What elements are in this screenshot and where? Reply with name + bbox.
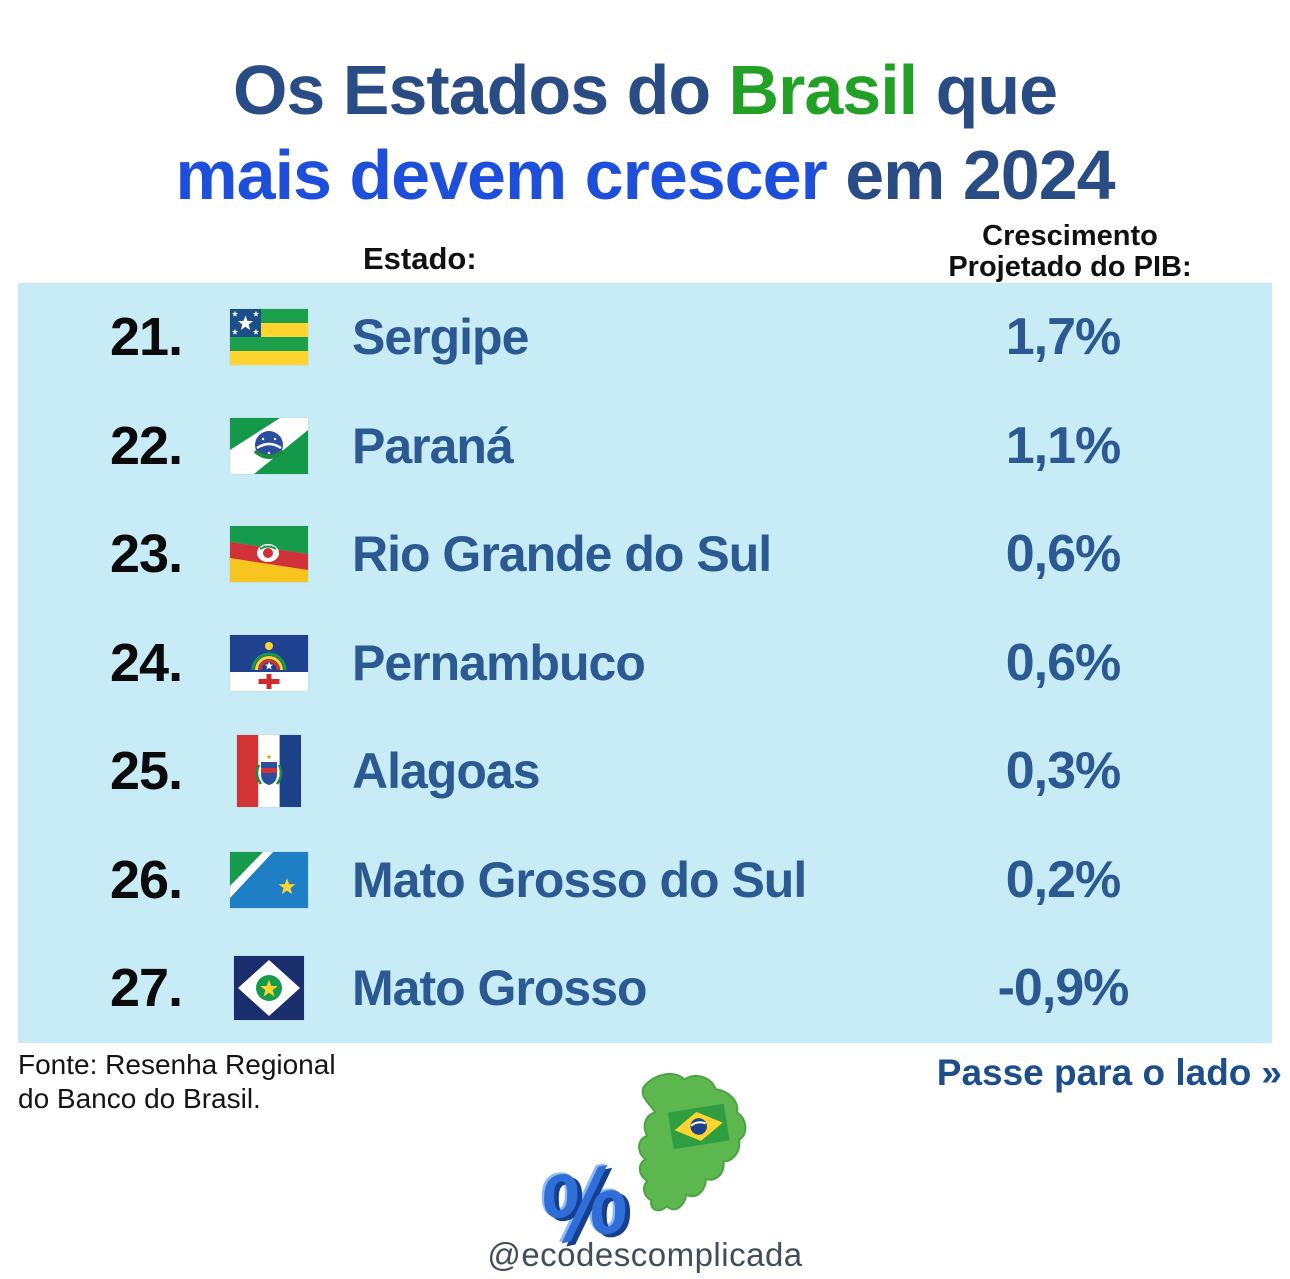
- title-part-que: que: [935, 51, 1058, 129]
- state-name: Mato Grosso: [352, 960, 648, 1017]
- state-name: Mato Grosso do Sul: [352, 851, 807, 908]
- parana-flag-icon: [230, 417, 308, 474]
- title-part-brasil: Brasil: [728, 51, 919, 129]
- states-growth-table: 21. Sergipe 1,7% 22.: [18, 283, 1272, 1043]
- source-line-2: do Banco do Brasil.: [18, 1083, 261, 1114]
- pernambuco-flag-icon: [230, 634, 308, 691]
- sergipe-flag-icon: [230, 309, 308, 366]
- mato-grosso-flag-icon: [234, 956, 304, 1021]
- state-name: Pernambuco: [352, 634, 646, 691]
- growth-value: 0,6%: [1005, 525, 1122, 584]
- rank-number: 23.: [110, 524, 183, 585]
- table-row-rio-grande-do-sul: 23. Rio Grande do Sul 0,6%: [18, 500, 1272, 609]
- parana-flag-icon: [214, 417, 324, 474]
- alagoas-flag-icon: [214, 735, 324, 808]
- table-row-sergipe: 21. Sergipe 1,7%: [18, 283, 1272, 392]
- mato-grosso-do-sul-flag-icon: [214, 851, 324, 908]
- source-line-1: Fonte: Resenha Regional: [18, 1049, 336, 1080]
- table-row-mato-grosso: 27. Mato Grosso -0,9%: [18, 934, 1272, 1043]
- rank-number: 26.: [110, 849, 183, 910]
- title-part-1: Os Estados do: [232, 51, 711, 129]
- title-part-crescer: mais devem crescer: [175, 136, 827, 214]
- title-part-ano: em 2024: [845, 136, 1115, 214]
- state-name: Sergipe: [352, 309, 529, 366]
- growth-value: 0,3%: [1005, 742, 1122, 801]
- brazil-flag-icon: [667, 1103, 730, 1150]
- mato-grosso-do-sul-flag-icon: [230, 851, 308, 908]
- account-handle[interactable]: @ecodescomplicada: [487, 1236, 803, 1273]
- table-row-parana: 22. Paraná 1,1%: [18, 392, 1272, 501]
- growth-value: 1,7%: [1005, 308, 1122, 367]
- rank-number: 24.: [110, 632, 183, 693]
- rank-number: 25.: [110, 741, 183, 802]
- double-chevron-right-icon: »: [1261, 1052, 1281, 1093]
- growth-value: 1,1%: [1005, 416, 1122, 475]
- column-header-state: Estado:: [363, 241, 477, 276]
- sergipe-flag-icon: [214, 309, 324, 366]
- pernambuco-flag-icon: [214, 634, 324, 691]
- table-row-pernambuco: 24. Pernambuco 0,6%: [18, 609, 1272, 718]
- column-header-growth-line-1: Crescimento: [982, 220, 1158, 252]
- rank-number: 22.: [110, 415, 183, 476]
- growth-value: 0,2%: [1005, 850, 1122, 909]
- swipe-hint-label: Passe para o lado: [936, 1052, 1252, 1093]
- state-name: Paraná: [352, 417, 514, 474]
- brazil-map-icon: [638, 1073, 747, 1212]
- source-note: Fonte: Resenha Regional do Banco do Bras…: [18, 1048, 336, 1116]
- growth-value: 0,6%: [1005, 633, 1122, 692]
- rio-grande-do-sul-flag-icon: [214, 526, 324, 583]
- swipe-hint[interactable]: Passe para o lado»: [936, 1052, 1282, 1094]
- alagoas-flag-icon: [237, 735, 301, 808]
- mato-grosso-flag-icon: [214, 956, 324, 1021]
- table-row-alagoas: 25. Alagoas 0,3%: [18, 717, 1272, 826]
- rank-number: 21.: [110, 307, 183, 368]
- state-name: Alagoas: [352, 743, 541, 800]
- page-title-line-2: mais devem crescer em 2024: [0, 133, 1290, 217]
- state-name: Rio Grande do Sul: [352, 526, 772, 583]
- rio-grande-do-sul-flag-icon: [230, 526, 308, 583]
- column-header-growth: Crescimento Projetado do PIB:: [930, 221, 1210, 283]
- rank-number: 27.: [110, 958, 183, 1019]
- page-title-line-1: Os Estados do Brasil que: [0, 48, 1290, 132]
- growth-value: -0,9%: [997, 959, 1130, 1018]
- column-header-growth-line-2: Projetado do PIB:: [948, 251, 1192, 283]
- table-row-mato-grosso-do-sul: 26. Mato Grosso do Sul 0,2%: [18, 826, 1272, 935]
